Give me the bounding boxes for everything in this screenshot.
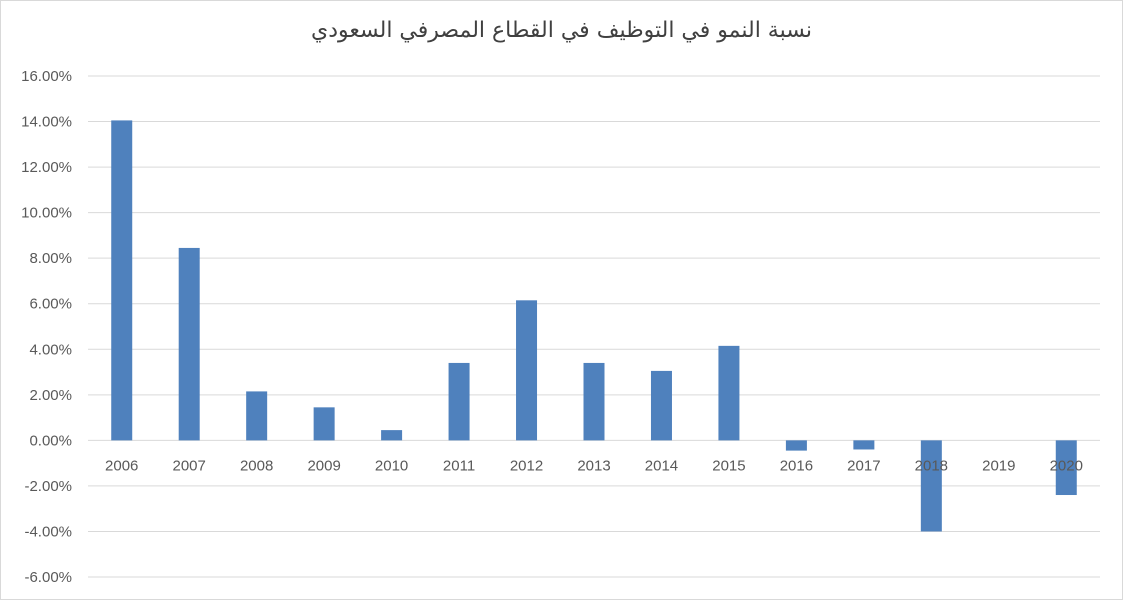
bars [111,120,1077,532]
bar-2015 [718,345,740,441]
bar-2008 [246,391,268,441]
x-tick-label: 2012 [510,457,543,474]
x-tick-label: 2015 [712,457,745,474]
x-tick-label: 2019 [982,457,1015,474]
x-tick-label: 2010 [375,457,408,474]
x-tick-label: 2009 [307,457,340,474]
x-tick-label: 2016 [780,457,813,474]
bar-2020 [1055,440,1077,496]
y-tick-label: 16.00% [21,68,72,85]
y-tick-label: -2.00% [24,478,72,495]
bar-2017 [853,440,875,450]
x-tick-label: 2020 [1050,457,1083,474]
x-tick-label: 2011 [443,457,475,474]
bar-2009 [313,407,335,441]
y-axis-tick-labels: -6.00% -4.00% -2.00% 0.00% 2.00% 4.00% 6.00% 8.… [21,68,72,586]
y-tick-label: 0.00% [29,432,72,449]
bar-2011 [448,362,470,441]
x-tick-label: 2007 [173,457,206,474]
x-tick-label: 2008 [240,457,273,474]
bar-2007 [178,247,200,441]
bar-2014 [650,370,672,441]
y-tick-label: 4.00% [29,341,72,358]
bar-2018 [920,440,942,532]
x-tick-label: 2014 [645,457,678,474]
y-tick-label: 2.00% [29,387,72,404]
bar-2013 [583,362,605,441]
x-tick-label: 2017 [847,457,880,474]
y-tick-label: 8.00% [29,250,72,267]
x-axis-tick-labels: 2006 2007 2008 2009 2010 2011 2012 2013 2014 2015… [105,457,1083,474]
y-tick-label: 6.00% [29,296,72,313]
gridlines [88,75,1100,578]
x-tick-label: 2006 [105,457,138,474]
y-tick-label: 12.00% [21,159,72,176]
bar-2012 [516,300,538,441]
y-tick-label: -4.00% [24,523,72,540]
bar-2016 [785,440,807,451]
bar-2006 [111,120,133,441]
x-tick-label: 2018 [915,457,948,474]
chart-title: نسبة النمو في التوظيف في القطاع المصرفي … [311,18,812,43]
x-tick-label: 2013 [577,457,610,474]
y-tick-label: 14.00% [21,114,72,131]
y-tick-label: 10.00% [21,205,72,222]
bar-2010 [381,430,403,441]
y-tick-label: -6.00% [24,569,72,586]
